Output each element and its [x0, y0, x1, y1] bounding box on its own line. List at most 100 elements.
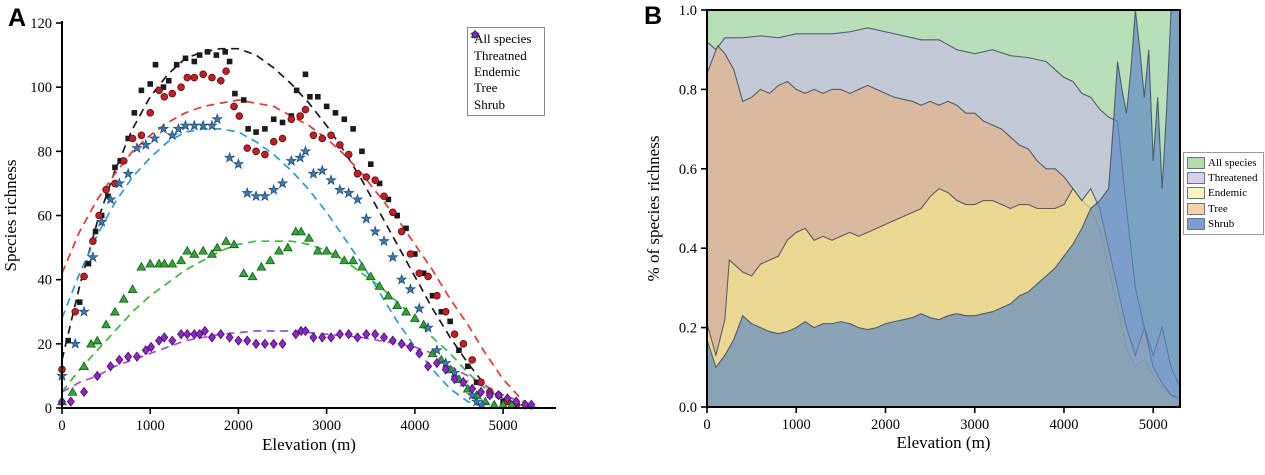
triangle-marker-icon: [321, 245, 332, 255]
diamond-marker-icon: [327, 332, 336, 343]
triangle-marker-icon: [145, 258, 156, 268]
star-marker-icon: [316, 164, 329, 176]
diamond-marker-icon: [379, 332, 388, 343]
square-marker-icon: [196, 52, 203, 58]
square-marker-icon: [222, 49, 228, 55]
circle-marker-icon: [389, 208, 397, 217]
circle-marker-icon: [459, 340, 468, 348]
circle-marker-icon: [353, 169, 362, 178]
panel-b-x-axis-title: Elevation (m): [897, 433, 991, 452]
circle-marker-icon: [371, 176, 379, 185]
diamond-marker-icon: [252, 338, 261, 349]
square-marker-icon: [213, 52, 220, 58]
diamond-marker-icon: [183, 329, 192, 340]
triangle-marker-icon: [159, 258, 170, 268]
triangle-marker-icon: [221, 236, 232, 245]
square-marker-icon: [307, 93, 313, 100]
diamond-marker-icon: [124, 351, 133, 362]
triangle-marker-icon: [312, 245, 323, 255]
star-marker-icon: [431, 344, 443, 356]
legend-label: Threatened: [1208, 172, 1258, 185]
star-marker-icon: [476, 398, 488, 410]
legend-label: Shrub: [1208, 218, 1235, 231]
square-marker-icon: [270, 116, 277, 123]
x-tick-label: 5000: [1139, 417, 1168, 433]
star-marker-icon: [223, 151, 236, 163]
y-tick-label: 20: [38, 337, 53, 353]
star-marker-icon: [131, 142, 143, 154]
circle-marker-icon: [183, 73, 192, 82]
diamond-marker-icon: [468, 383, 477, 394]
triangle-marker-icon: [304, 232, 314, 242]
square-marker-icon: [464, 363, 471, 370]
panel-a-scatter-chart: 0 1000 2000 3000 4000 5000 0 20 40 60 80 100 120 Elev…: [1, 16, 556, 454]
diamond-marker-icon: [291, 329, 300, 340]
triangle-marker-icon: [265, 255, 276, 265]
legend-swatch-icon: [1187, 156, 1205, 169]
star-marker-icon: [342, 186, 355, 198]
square-marker-icon: [394, 212, 401, 219]
circle-marker-icon: [415, 269, 424, 278]
legend-label: Tree: [1208, 202, 1228, 215]
circle-marker-icon: [137, 131, 146, 140]
diamond-marker-icon: [243, 335, 252, 346]
circle-marker-icon: [146, 109, 155, 117]
square-marker-icon: [147, 81, 154, 87]
star-marker-icon: [206, 119, 218, 131]
legend-label: All species: [474, 31, 532, 47]
circle-marker-icon: [222, 67, 230, 75]
diamond-marker-icon: [155, 335, 164, 346]
circle-marker-icon: [160, 92, 169, 101]
panel-a-y-axis-title: Species richness: [1, 160, 20, 272]
legend-item-endemic: Endemic: [1187, 186, 1260, 201]
diamond-marker-icon: [234, 335, 243, 346]
star-marker-icon: [122, 167, 134, 179]
circle-marker-icon: [380, 192, 388, 201]
diamond-marker-icon: [106, 361, 115, 372]
triangle-marker-icon: [256, 261, 267, 271]
square-marker-icon: [138, 87, 145, 94]
triangle-marker-icon: [67, 386, 78, 396]
square-marker-icon: [191, 58, 198, 65]
triangle-marker-icon: [489, 399, 500, 409]
square-marker-icon: [152, 61, 159, 68]
circle-marker-icon: [261, 150, 269, 159]
x-tick-label: 3000: [960, 417, 989, 433]
circle-marker-icon: [230, 102, 238, 111]
triangle-marker-icon: [356, 261, 367, 271]
square-marker-icon: [429, 292, 436, 299]
star-marker-icon: [299, 145, 312, 157]
diamond-marker-icon: [160, 332, 169, 343]
diamond-marker-icon: [397, 338, 406, 349]
circle-marker-icon: [450, 330, 459, 339]
x-tick-label: 4000: [1049, 417, 1078, 433]
square-marker-icon: [105, 193, 111, 200]
x-tick-label: 4000: [400, 418, 429, 434]
x-tick-label: 3000: [312, 418, 341, 434]
diamond-marker-icon: [477, 386, 486, 398]
diamond-marker-icon: [406, 341, 415, 353]
square-marker-icon: [385, 196, 392, 203]
diamond-marker-icon: [260, 338, 269, 349]
panel-a-label: A: [8, 4, 27, 32]
circle-marker-icon: [216, 76, 225, 85]
square-marker-icon: [131, 110, 138, 116]
x-tick-label: 0: [58, 418, 65, 434]
circle-marker-icon: [336, 141, 344, 149]
star-marker-icon: [95, 215, 108, 227]
star-marker-icon: [188, 119, 201, 131]
square-marker-icon: [279, 119, 286, 126]
x-tick-label: 1000: [782, 417, 811, 433]
star-marker-icon: [307, 167, 320, 179]
series-points-shrub: [57, 325, 536, 410]
diamond-marker-icon: [115, 354, 124, 366]
square-marker-icon: [232, 90, 238, 97]
y-tick-label: 40: [38, 273, 53, 289]
triangle-marker-icon: [238, 268, 249, 277]
circle-marker-icon: [406, 250, 415, 258]
square-marker-icon: [226, 58, 233, 65]
y-tick-label: 0.4: [679, 241, 698, 257]
diamond-marker-icon: [141, 345, 150, 356]
square-marker-icon: [240, 97, 247, 103]
